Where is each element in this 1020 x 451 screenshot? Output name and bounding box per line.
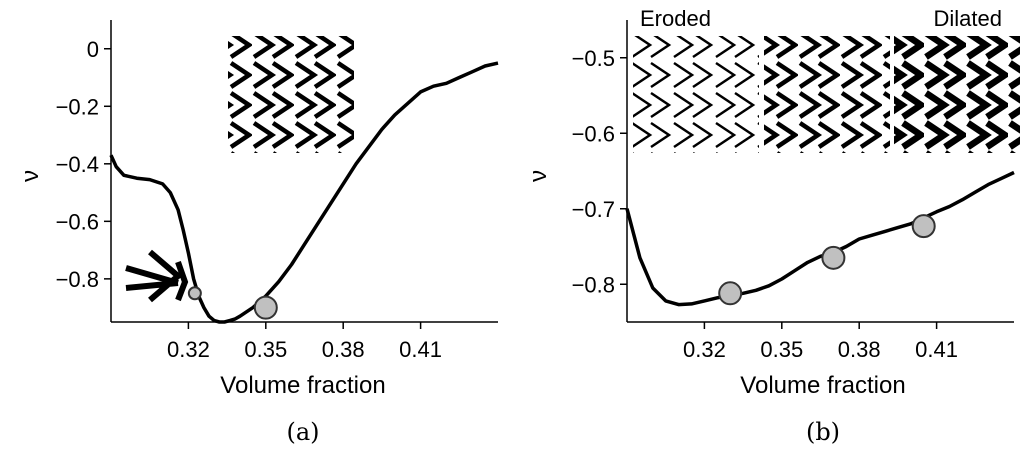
panel-a-y-tick-label: −0.2 [56, 94, 99, 119]
panel-a-line-series [109, 61, 499, 324]
panel-b-y-ticks: −0.5 −0.6 −0.7 −0.8 [572, 46, 627, 297]
panel-a-y-axis-title: ν [17, 170, 44, 182]
panel-a-y-tick-label: −0.4 [56, 152, 99, 177]
panel-a-label: (a) [286, 418, 319, 446]
panel-a-data-marker [187, 286, 202, 301]
panel-b-x-tick-label: 0.35 [760, 337, 803, 362]
panel-a-markers [187, 286, 278, 320]
panel-b-lattice-eroded [633, 36, 759, 153]
panel-b-y-tick-label: −0.5 [572, 46, 615, 71]
panel-b: −0.5 −0.6 −0.7 −0.8 0.32 0.35 0.38 0.41 Volume… [525, 6, 1020, 446]
panel-b-y-axis-title: ν [525, 170, 552, 182]
panel-b-y-tick-label: −0.6 [572, 121, 615, 146]
panel-b-label: (b) [806, 418, 840, 446]
panel-b-line-series [625, 170, 1015, 307]
panel-a-x-tick-label: 0.35 [244, 337, 287, 362]
panel-a-unit-cell-inset [125, 249, 189, 303]
panel-b-y-tick-label: −0.7 [572, 197, 615, 222]
panel-b-lattice-nominal [764, 36, 890, 153]
panel-b-x-tick-label: 0.41 [915, 337, 958, 362]
panel-a-data-marker [253, 295, 278, 320]
panel-a-y-tick-label: −0.8 [56, 267, 99, 292]
panel-b-lattice-dilated [894, 36, 1020, 153]
panel-b-gridless-axes [626, 20, 1014, 323]
panel-b-data-marker [821, 245, 846, 270]
panel-a-x-ticks: 0.32 0.35 0.38 0.41 [167, 322, 442, 362]
panel-b-data-marker [718, 281, 743, 306]
panel-b-x-axis-title: Volume fraction [740, 372, 905, 399]
panel-a-y-tick-label: −0.6 [56, 209, 99, 234]
panel-b-x-ticks: 0.32 0.35 0.38 0.41 [683, 322, 958, 362]
panel-a-lattice-inset [228, 36, 354, 153]
panel-a-x-axis-title: Volume fraction [220, 372, 385, 399]
panel-a-x-tick-label: 0.38 [322, 337, 365, 362]
panel-b-eroded-label: Eroded [640, 6, 711, 31]
panel-b-x-tick-label: 0.38 [838, 337, 881, 362]
panel-a-y-ticks: 0 −0.2 −0.4 −0.6 −0.8 [56, 37, 111, 292]
panel-a-x-tick-label: 0.41 [399, 337, 442, 362]
panel-a-y-tick-label: 0 [87, 37, 99, 62]
panel-b-y-tick-label: −0.8 [572, 272, 615, 297]
panel-b-dilated-label: Dilated [934, 6, 1002, 31]
panel-a-gridless-axes [110, 20, 498, 323]
panel-b-markers [718, 214, 936, 306]
panel-a-x-tick-label: 0.32 [167, 337, 210, 362]
panel-a: 0 −0.2 −0.4 −0.6 −0.8 0.32 0.35 0.38 0.41 Volum… [17, 20, 499, 446]
panel-b-x-tick-label: 0.32 [683, 337, 726, 362]
panel-b-data-marker [911, 214, 936, 239]
